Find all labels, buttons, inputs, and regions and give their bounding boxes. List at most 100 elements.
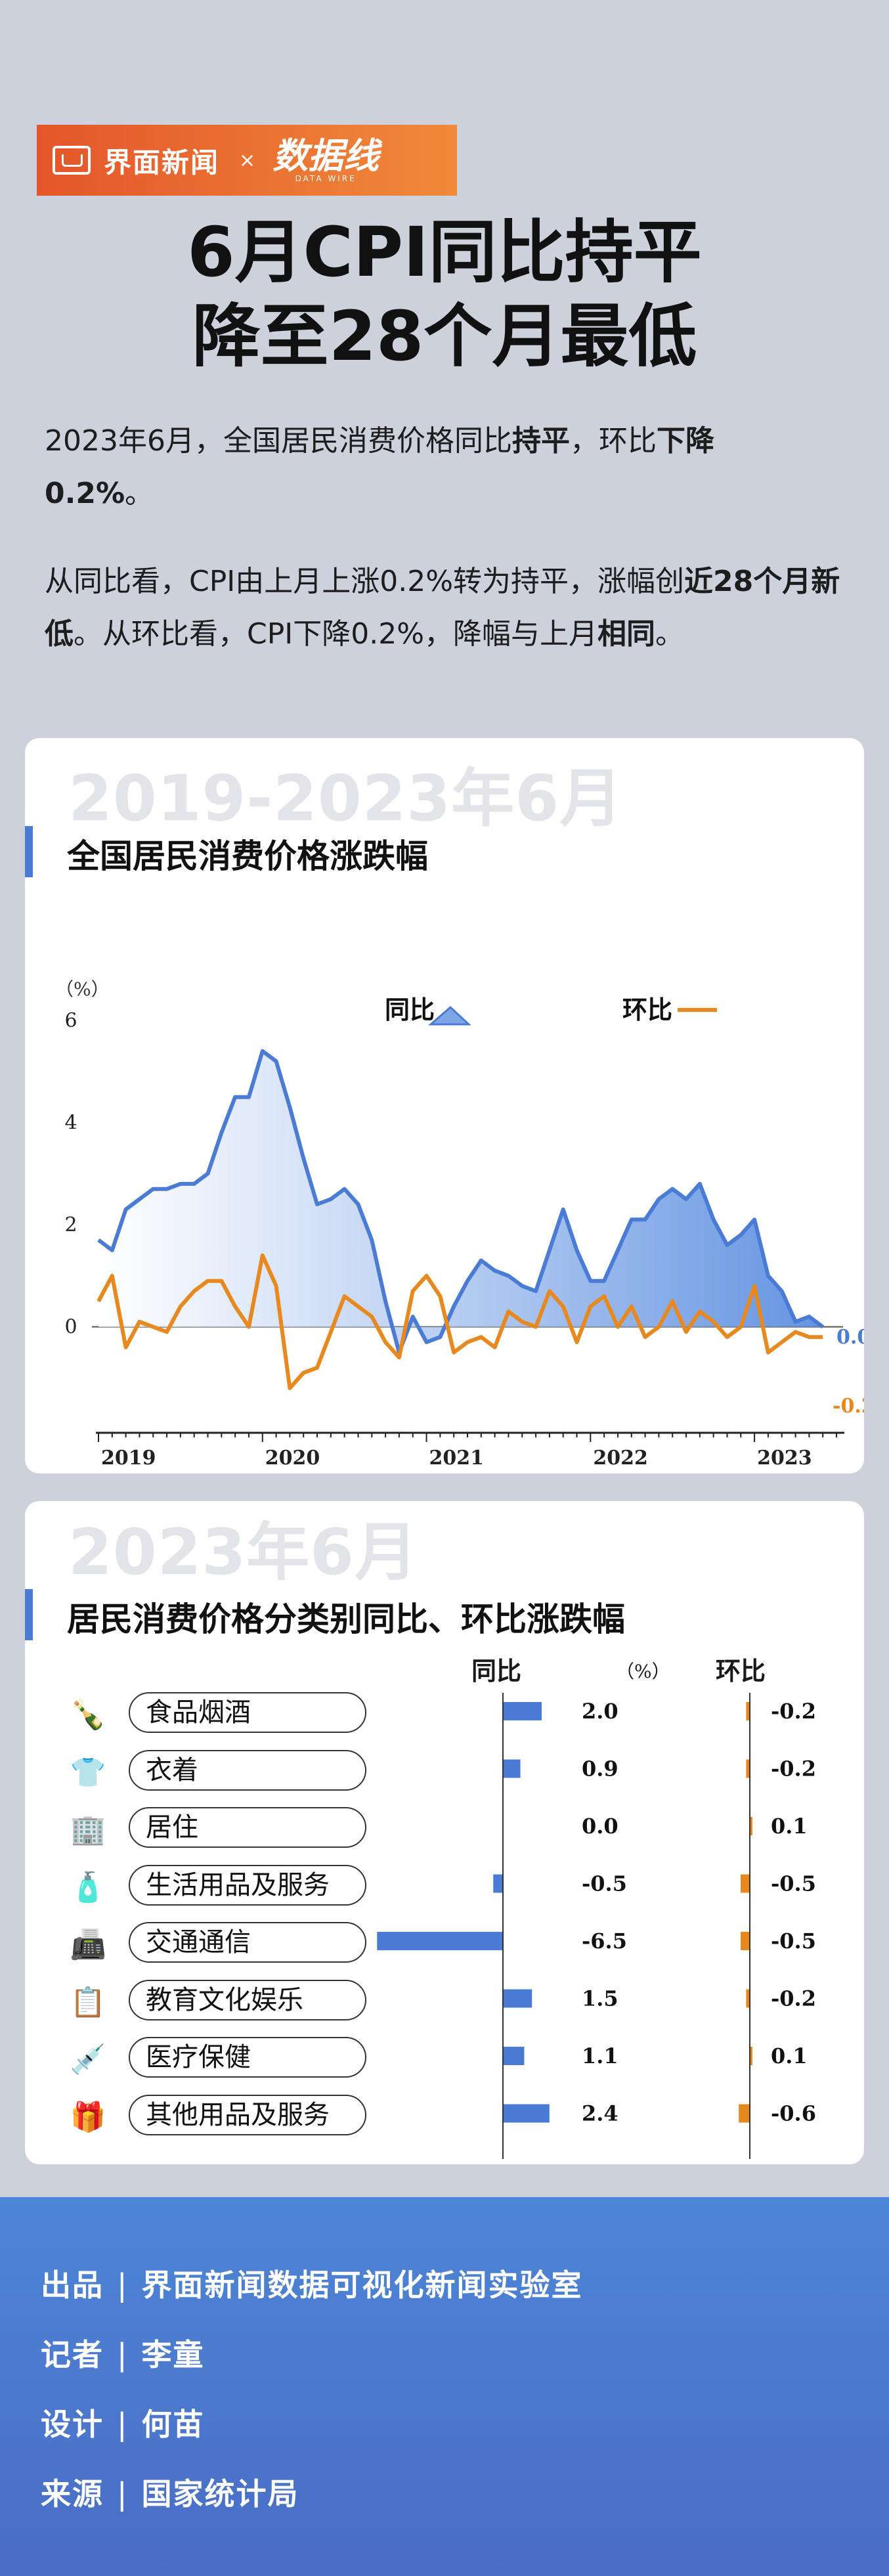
yoy-bar — [503, 2047, 525, 2065]
yoy-bar — [503, 1759, 521, 1778]
headline-line-1: 6月CPI同比持平 — [187, 212, 702, 292]
y-axis-unit: （%） — [55, 978, 110, 1000]
data-wire-logo-en: DATA WIRE — [295, 174, 357, 183]
mom-bar — [746, 1989, 750, 2008]
health-icon: 💉 — [70, 2043, 106, 2076]
category-label: 生活用品及服务 — [129, 1864, 366, 1906]
card-year-watermark: 2019-2023年6月 — [68, 762, 624, 835]
end-label-mom: -0.2 — [833, 1395, 864, 1418]
card-title: 全国居民消费价格涨跌幅 — [67, 837, 428, 875]
data-wire-logo-cn: 数据线 — [272, 135, 379, 177]
yoy-value-label: 1.1 — [582, 2043, 618, 2068]
misc-icon: 🎁 — [70, 2100, 106, 2134]
end-label-yoy: 0.0 — [836, 1326, 864, 1349]
credit-designer: 设计 | 何苗 — [41, 2407, 205, 2442]
legend-yoy-swatch — [427, 1005, 471, 1026]
mom-value-label: -0.5 — [771, 1871, 816, 1896]
category-row: 💉 医疗保健 — [25, 2031, 864, 2087]
lede-paragraph-1: 2023年6月，全国居民消费价格同比持平，环比下降 0.2%。 — [45, 424, 714, 510]
category-bar-chart: 2.0 -0.2 0.9 -0.2 0.0 0.1 -0.5 -0.5 -6.5 -0.5 1.5 -… — [377, 1693, 816, 2159]
yoy-value-label: 2.0 — [582, 1699, 618, 1724]
card-title-accent — [25, 1589, 33, 1640]
y-tick-label: 4 — [64, 1112, 77, 1135]
mom-bar — [746, 1759, 750, 1778]
x-tick-label: 2020 — [265, 1447, 320, 1470]
legend-mom-label: 环比 — [622, 995, 672, 1024]
x-tick-label: 2022 — [593, 1447, 648, 1470]
category-label: 食品烟酒 — [129, 1692, 366, 1733]
data-wire-logo: 数据线 DATA WIRE — [272, 137, 379, 183]
category-row: 🧴 生活用品及服务 — [25, 1859, 864, 1915]
mom-bar — [739, 2104, 750, 2123]
card-year-watermark: 2023年6月 — [68, 1516, 418, 1589]
category-row: 📋 教育文化娱乐 — [25, 1974, 864, 2030]
food-tobacco-icon: 🍾 — [70, 1698, 106, 1732]
category-row: 🎁 其他用品及服务 — [25, 2089, 864, 2145]
headline-line-2: 降至28个月最低 — [192, 296, 697, 376]
y-tick-label: 0 — [64, 1316, 77, 1339]
yoy-value-label: -0.5 — [582, 1871, 627, 1896]
category-label: 其他用品及服务 — [129, 2094, 366, 2135]
jiemian-logo-icon — [53, 146, 91, 175]
card-title: 居民消费价格分类别同比、环比涨跌幅 — [67, 1600, 625, 1638]
credit-producer: 出品 | 界面新闻数据可视化新闻实验室 — [41, 2267, 583, 2303]
mom-value-label: 0.1 — [771, 2043, 808, 2068]
headline: 6月CPI同比持平 降至28个月最低 — [0, 210, 889, 378]
column-header-unit: （%） — [616, 1661, 670, 1682]
card-title-accent — [25, 826, 33, 877]
category-row: 🍾 食品烟酒 — [25, 1686, 864, 1743]
yoy-value-label: 2.4 — [582, 2101, 618, 2126]
yoy-bar — [503, 1702, 542, 1720]
x-tick-label: 2019 — [101, 1447, 156, 1470]
column-header-mom: 环比 — [716, 1657, 766, 1686]
yoy-bar — [503, 2104, 550, 2123]
yoy-value-label: 0.9 — [582, 1757, 618, 1781]
mom-bar — [741, 1932, 750, 1950]
mom-bar — [750, 1817, 752, 1835]
clothing-icon: 👕 — [70, 1755, 106, 1789]
x-tick-label: 2023 — [757, 1447, 812, 1470]
category-row: 👕 衣着 — [25, 1744, 864, 1801]
chart-card-categories: 2023年6月 居民消费价格分类别同比、环比涨跌幅 同比 （%） 环比 🍾 食品烟… — [25, 1501, 864, 2164]
yoy-area — [98, 1051, 823, 1353]
mom-bar — [750, 2047, 752, 2065]
y-tick-label: 2 — [64, 1213, 77, 1236]
mom-line — [97, 1253, 823, 1390]
category-label: 衣着 — [129, 1749, 366, 1791]
category-row: 🏢 居住 — [25, 1801, 864, 1858]
category-row: 📠 交通通信 — [25, 1916, 864, 1973]
mom-bar — [741, 1874, 750, 1893]
category-label: 交通通信 — [129, 1922, 366, 1963]
household-icon: 🧴 — [70, 1870, 106, 1904]
brand-bar: 界面新闻 × 数据线 DATA WIRE — [37, 125, 457, 196]
y-tick-label: 6 — [64, 1009, 77, 1032]
legend-yoy-label: 同比 — [385, 995, 435, 1024]
mom-value-label: -0.6 — [771, 2101, 816, 2126]
transport-icon: 📠 — [70, 1928, 106, 1961]
lede-paragraph-2: 从同比看，CPI由上月上涨0.2%转为持平，涨幅创近28个月新低。从环比看，CP… — [45, 565, 840, 651]
yoy-value-label: -6.5 — [582, 1929, 627, 1954]
column-header-yoy: 同比 — [471, 1657, 522, 1686]
yoy-value-label: 0.0 — [582, 1814, 618, 1839]
mom-bar — [746, 1702, 750, 1720]
yoy-bar — [493, 1874, 503, 1893]
brand-name: 界面新闻 — [104, 146, 220, 179]
yoy-value-label: 1.5 — [582, 1986, 618, 2011]
education-icon: 📋 — [70, 1985, 106, 2019]
mom-value-label: -0.2 — [771, 1757, 816, 1781]
category-label: 教育文化娱乐 — [129, 1979, 366, 2020]
housing-icon: 🏢 — [70, 1813, 106, 1846]
category-label: 居住 — [129, 1807, 366, 1848]
chart-card-trend: 2019-2023年6月 全国居民消费价格涨跌幅 （%） 0 2 4 6 2019 20… — [25, 738, 864, 1474]
category-label: 医疗保健 — [129, 2037, 366, 2078]
credit-source: 来源 | 国家统计局 — [41, 2476, 299, 2512]
yoy-bar — [377, 1932, 503, 1950]
mom-value-label: 0.1 — [771, 1814, 808, 1839]
yoy-bar — [503, 1989, 532, 2008]
credits-footer: 出品 | 界面新闻数据可视化新闻实验室 记者 | 李童 设计 | 何苗 来源 | 国家统计局 — [0, 2197, 889, 2576]
mom-value-label: -0.5 — [771, 1929, 816, 1954]
credit-reporter: 记者 | 李童 — [41, 2337, 205, 2372]
mom-value-label: -0.2 — [771, 1699, 816, 1724]
brand-times-sign: × — [239, 148, 256, 172]
